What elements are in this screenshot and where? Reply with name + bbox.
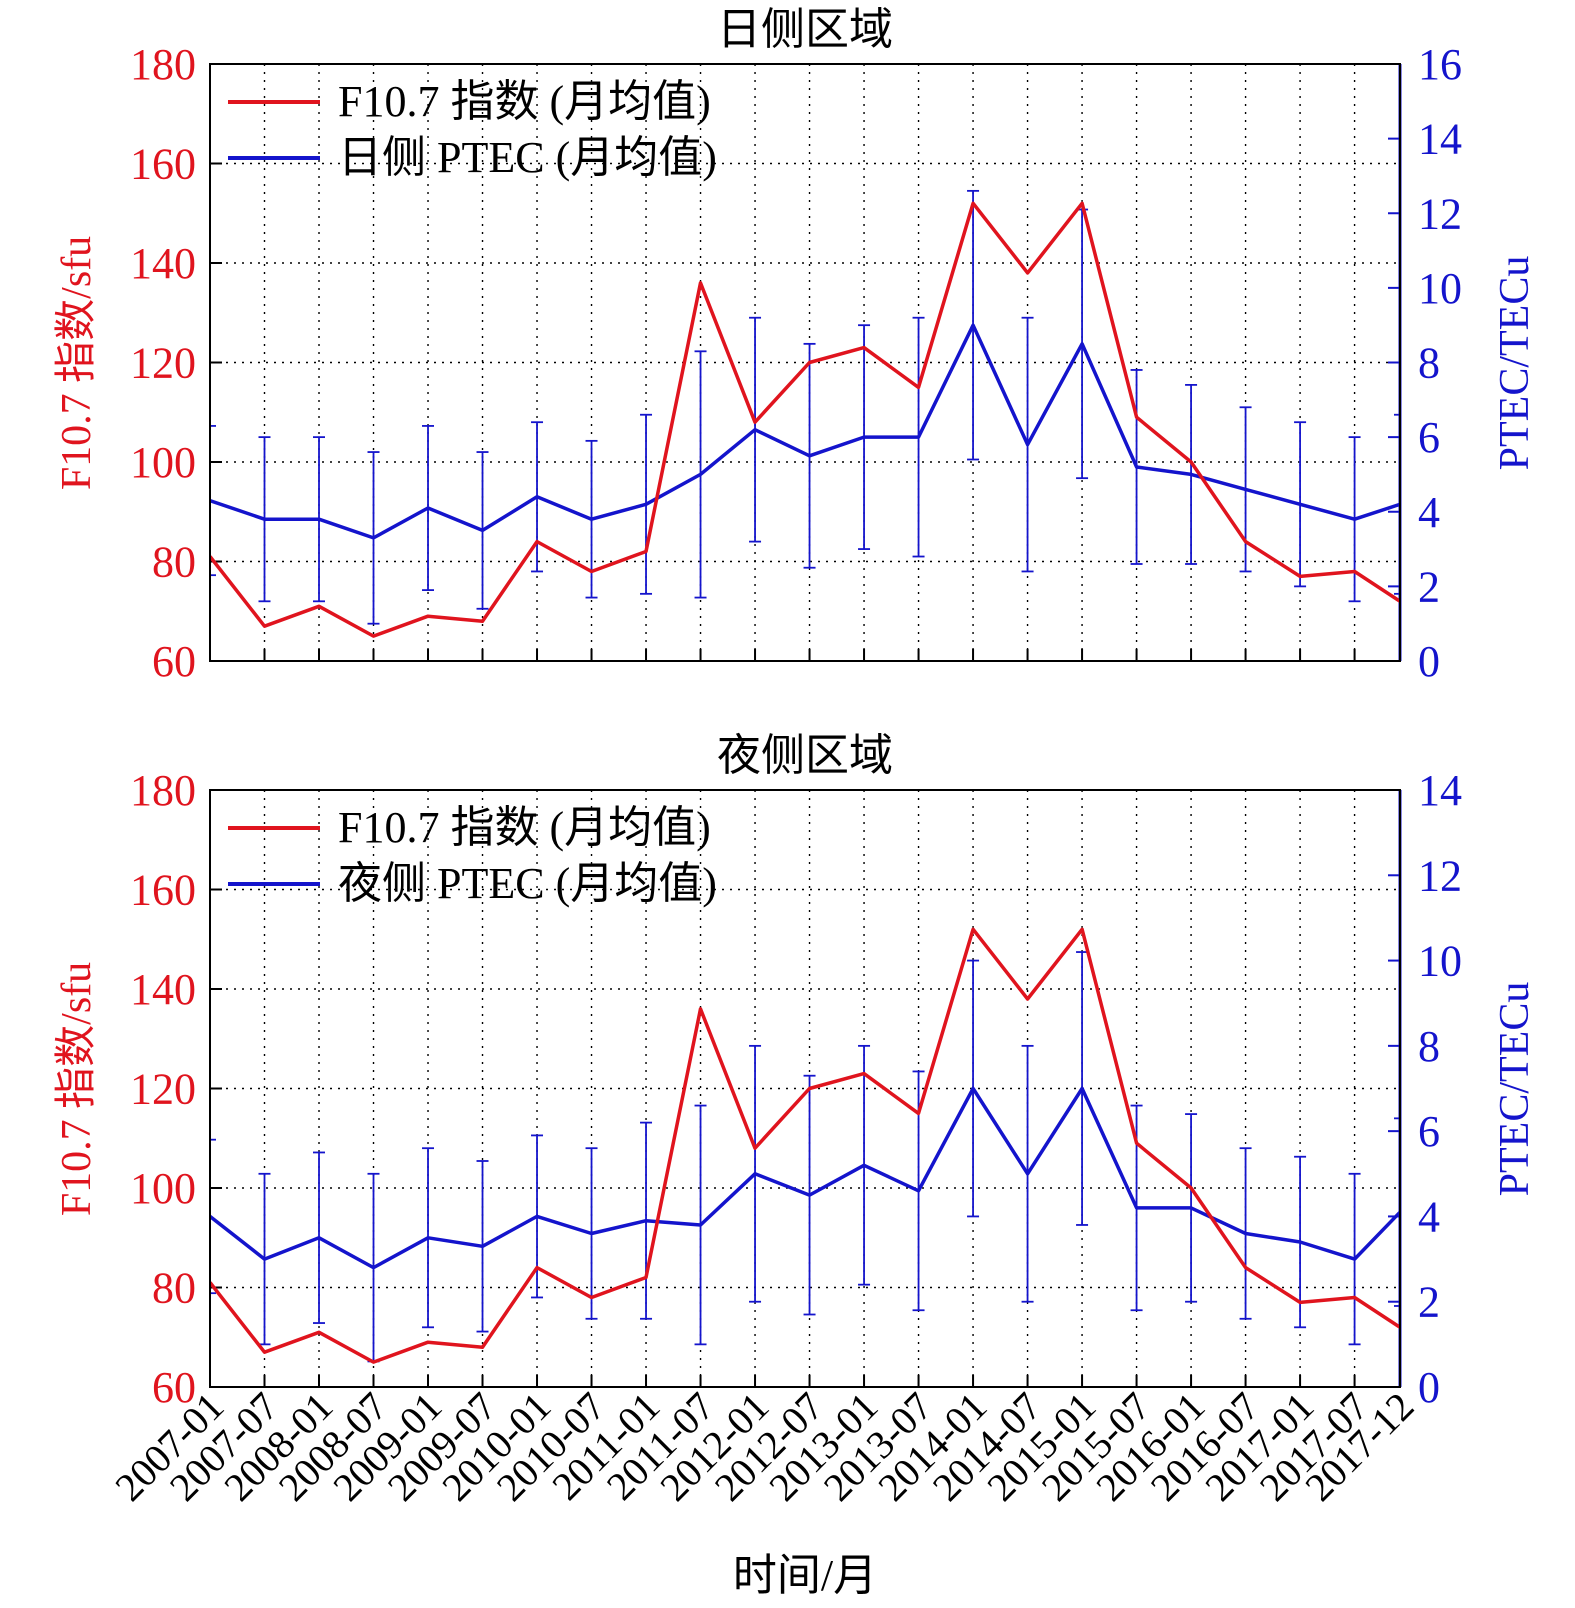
y-right-tick-label: 14 xyxy=(1418,115,1462,164)
y-right-label-night: PTEC/TECu xyxy=(1492,982,1538,1197)
y-right-ticks-night: 0 2 4 6 8 10 12 14 xyxy=(1388,766,1462,1412)
ptec-line-day xyxy=(210,323,1400,540)
y-right-tick-label: 10 xyxy=(1418,937,1462,986)
y-left-ticks-night: 60 80 100 120 140 160 180 xyxy=(130,766,222,1412)
y-left-tick-label: 140 xyxy=(130,965,196,1014)
plot-frame-day xyxy=(209,63,1401,662)
legend-label-ptec: 日侧 PTEC (月均值) xyxy=(338,133,717,182)
y-left-label-night: F10.7 指数/sfu xyxy=(54,962,100,1216)
panel-day: 日侧区域 F10.7 指数/sfu PTEC/TECu 608010012014… xyxy=(54,5,1538,686)
legend-night: F10.7 指数 (月均值) 夜侧 PTEC (月均值) xyxy=(228,803,717,908)
legend-label-ptec: 夜侧 PTEC (月均值) xyxy=(338,859,717,908)
y-right-ticks-day: 0 2 4 6 8 10 12 14 16 xyxy=(1388,40,1462,686)
y-left-tick-label: 60 xyxy=(152,637,196,686)
y-right-tick-label: 12 xyxy=(1418,851,1462,900)
x-ticks-day xyxy=(209,649,1401,661)
y-right-tick-label: 14 xyxy=(1418,766,1462,815)
y-left-tick-label: 60 xyxy=(152,1363,196,1412)
ptec-line-night xyxy=(210,1086,1400,1270)
y-right-tick-label: 0 xyxy=(1418,1363,1440,1412)
f107-line-night xyxy=(210,927,1400,1364)
y-right-tick-label: 4 xyxy=(1418,488,1440,537)
y-left-tick-label: 180 xyxy=(130,40,196,89)
y-right-tick-label: 10 xyxy=(1418,264,1462,313)
y-left-tick-label: 80 xyxy=(152,538,196,587)
y-left-tick-label: 80 xyxy=(152,1264,196,1313)
y-right-tick-label: 12 xyxy=(1418,189,1462,238)
legend-day: F10.7 指数 (月均值) 日侧 PTEC (月均值) xyxy=(228,77,717,182)
y-right-label-day: PTEC/TECu xyxy=(1492,256,1538,471)
panel-night: 夜侧区域 F10.7 指数/sfu PTEC/TECu 608010012014… xyxy=(54,731,1538,1412)
y-right-tick-label: 2 xyxy=(1418,1278,1440,1327)
y-left-tick-label: 120 xyxy=(130,339,196,388)
ptec-errorbars-day xyxy=(210,189,1400,625)
y-left-tick-label: 140 xyxy=(130,239,196,288)
y-left-tick-label: 160 xyxy=(130,866,196,915)
plot-frame-night xyxy=(209,789,1401,1388)
y-right-tick-label: 16 xyxy=(1418,40,1462,89)
x-axis-label: 时间/月 xyxy=(733,1551,877,1600)
f107-line-day xyxy=(210,201,1400,638)
x-tick-labels: 2007-012007-072008-012008-072009-012009-… xyxy=(106,1384,1422,1510)
ptec-errorbars-night xyxy=(210,951,1400,1363)
y-left-tick-label: 100 xyxy=(130,438,196,487)
y-left-label-day: F10.7 指数/sfu xyxy=(54,236,100,490)
x-ticks-night xyxy=(209,1375,1401,1387)
y-left-tick-label: 180 xyxy=(130,766,196,815)
y-left-tick-label: 120 xyxy=(130,1065,196,1114)
y-left-tick-label: 100 xyxy=(130,1164,196,1213)
y-left-tick-label: 160 xyxy=(130,140,196,189)
panel-title-night: 夜侧区域 xyxy=(717,731,893,780)
y-left-ticks-day: 60 80 100 120 140 160 180 xyxy=(130,40,222,686)
y-right-tick-label: 2 xyxy=(1418,562,1440,611)
y-right-tick-label: 6 xyxy=(1418,413,1440,462)
y-right-tick-label: 0 xyxy=(1418,637,1440,686)
panel-title-day: 日侧区域 xyxy=(717,5,893,54)
y-right-tick-label: 8 xyxy=(1418,339,1440,388)
y-right-tick-label: 8 xyxy=(1418,1022,1440,1071)
legend-label-f107: F10.7 指数 (月均值) xyxy=(338,803,711,852)
legend-label-f107: F10.7 指数 (月均值) xyxy=(338,77,711,126)
y-right-tick-label: 4 xyxy=(1418,1192,1440,1241)
y-right-tick-label: 6 xyxy=(1418,1107,1440,1156)
